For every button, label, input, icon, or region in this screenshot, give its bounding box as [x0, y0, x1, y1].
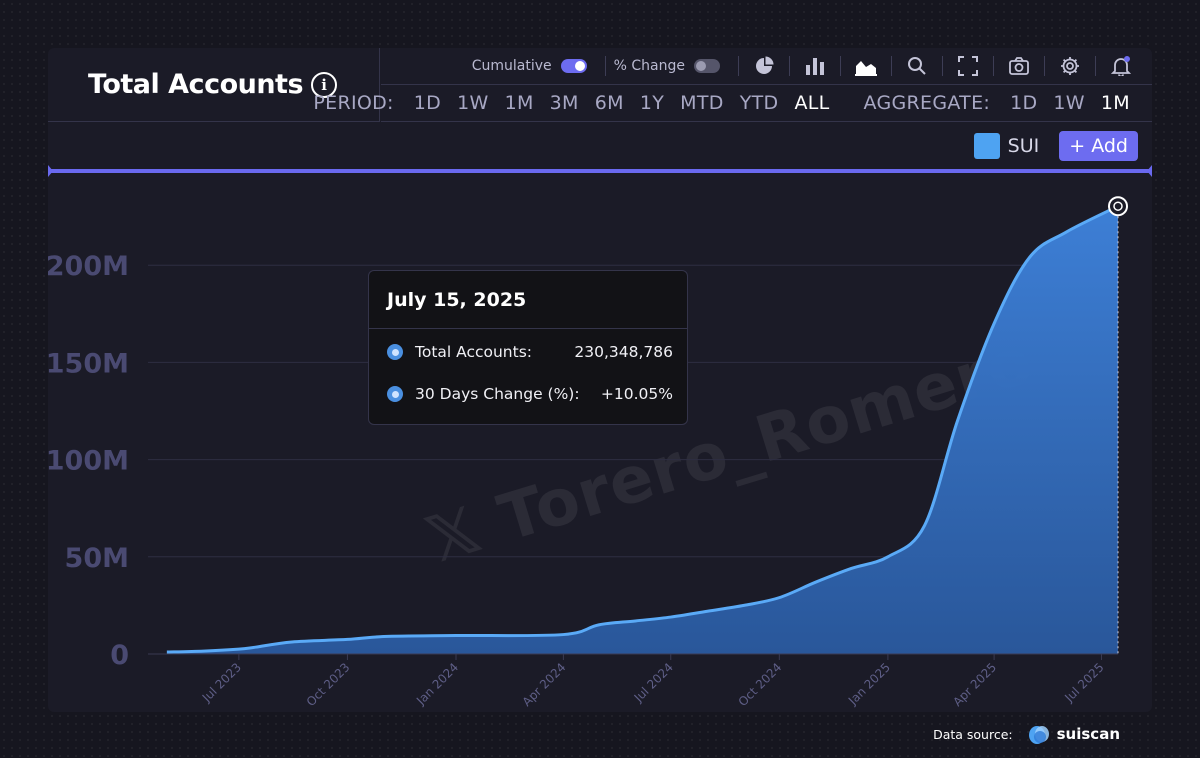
cumulative-label: Cumulative: [471, 58, 552, 74]
bell-icon[interactable]: [1110, 55, 1132, 77]
divider: [993, 56, 994, 76]
tooltip-date: July 15, 2025: [369, 271, 687, 329]
x-tick-label: Jul 2024: [631, 660, 676, 705]
period-option-ytd[interactable]: YTD: [739, 92, 779, 114]
tooltip-row: 30 Days Change (%): +10.05%: [387, 385, 673, 403]
footer: Data source: suiscan: [933, 722, 1120, 746]
highlight-marker-inner: [1113, 201, 1123, 211]
period-option-all[interactable]: ALL: [794, 92, 830, 114]
x-tick-label: Apr 2025: [950, 660, 999, 709]
x-tick-label: Jan 2025: [845, 660, 893, 708]
chart-toolbar: Cumulative % Change: [381, 48, 1152, 85]
area-chart-icon[interactable]: [855, 55, 877, 77]
tooltip-row: Total Accounts: 230,348,786: [387, 343, 673, 361]
period-option-1y[interactable]: 1Y: [639, 92, 665, 114]
fullscreen-icon[interactable]: [957, 55, 979, 77]
period-toolbar: PERIOD: 1D 1W 1M 3M 6M 1Y MTD YTD ALL AG…: [313, 85, 1152, 122]
range-handle-left[interactable]: [48, 165, 53, 177]
cumulative-toggle[interactable]: [560, 59, 587, 73]
series-line-sui: [166, 204, 1119, 654]
pie-chart-icon[interactable]: [753, 55, 775, 77]
toggle-knob: [574, 61, 585, 71]
divider: [604, 56, 606, 76]
tooltip-value: 230,348,786: [574, 343, 673, 361]
pct-change-label: % Change: [613, 58, 685, 74]
tooltip-value: +10.05%: [600, 385, 673, 403]
page-title: Total Accounts: [88, 69, 304, 100]
divider: [789, 56, 790, 76]
add-series-button[interactable]: + Add: [1059, 131, 1138, 161]
y-tick-label: 150M: [48, 348, 129, 379]
legend-swatch-sui[interactable]: [973, 133, 1000, 159]
area-chart[interactable]: 0 50M 100M 150M 200M Jul 2023 Oct 2023 Jan 2024…: [48, 48, 1152, 712]
period-option-3m[interactable]: 3M: [549, 92, 579, 114]
y-tick-label: 0: [110, 640, 129, 671]
title-box: Total Accounts i: [48, 48, 380, 122]
legend: SUI + Add: [48, 122, 1152, 170]
data-source-label: Data source:: [933, 726, 1013, 742]
pct-change-toggle[interactable]: [694, 59, 720, 73]
info-icon[interactable]: i: [311, 71, 338, 98]
period-option-1m[interactable]: 1M: [504, 92, 534, 114]
divider: [1095, 56, 1096, 76]
period-option-1d[interactable]: 1D: [413, 92, 442, 114]
x-tick-label: Oct 2024: [736, 660, 785, 709]
area-fill: [166, 206, 1119, 654]
period-option-mtd[interactable]: MTD: [680, 92, 724, 114]
aggregate-option-1d[interactable]: 1D: [1010, 92, 1038, 114]
period-option-1w[interactable]: 1W: [457, 92, 489, 114]
y-tick-label: 50M: [65, 543, 129, 574]
suiscan-logo-icon: [1028, 726, 1049, 744]
bar-chart-icon[interactable]: [804, 55, 826, 77]
x-tick-label: Jul 2025: [1061, 660, 1106, 705]
divider: [1044, 56, 1045, 76]
toggle-knob: [696, 61, 706, 71]
highlight-marker: [1108, 196, 1128, 217]
camera-icon[interactable]: [1008, 55, 1030, 77]
chart-panel: Total Accounts i Cumulative % Change: [48, 48, 1152, 712]
range-slider[interactable]: [48, 169, 1152, 173]
x-tick-label: Oct 2023: [304, 660, 353, 709]
search-icon[interactable]: [906, 55, 928, 77]
tooltip-label: 30 Days Change (%):: [415, 385, 580, 403]
aggregate-label: AGGREGATE:: [863, 92, 991, 114]
gear-icon[interactable]: [1059, 55, 1081, 77]
aggregate-option-1w[interactable]: 1W: [1053, 92, 1085, 114]
series-dot-icon: [387, 344, 403, 360]
data-source-brand[interactable]: suiscan: [1056, 725, 1120, 743]
divider: [738, 56, 739, 76]
series-dot-icon: [387, 386, 403, 402]
tooltip-label: Total Accounts:: [415, 343, 533, 361]
y-tick-label: 200M: [48, 251, 129, 282]
range-handle-right[interactable]: [1147, 165, 1152, 177]
legend-label-sui[interactable]: SUI: [1007, 135, 1040, 157]
divider: [942, 56, 943, 76]
aggregate-option-1m[interactable]: 1M: [1100, 92, 1130, 114]
divider: [891, 56, 892, 76]
x-tick-label: Jan 2024: [413, 660, 461, 708]
x-tick-label: Jul 2023: [199, 660, 244, 705]
divider: [840, 56, 841, 76]
period-option-6m[interactable]: 6M: [594, 92, 624, 114]
chart-tooltip: July 15, 2025 Total Accounts: 230,348,78…: [368, 270, 688, 425]
x-tick-label: Apr 2024: [520, 660, 569, 709]
y-tick-label: 100M: [48, 446, 129, 477]
period-label: PERIOD:: [313, 92, 394, 114]
